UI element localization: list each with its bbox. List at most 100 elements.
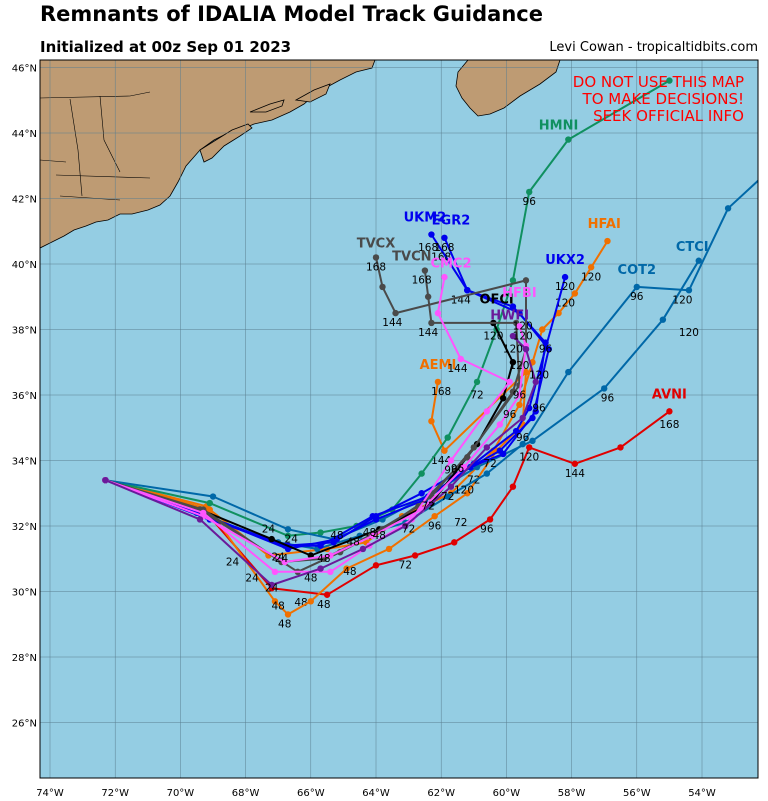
forecast-hour-label: 120: [513, 321, 533, 333]
track-point: [284, 611, 292, 618]
track-point: [209, 493, 217, 500]
forecast-hour-label: 24: [265, 583, 279, 595]
track-point: [633, 283, 640, 291]
forecast-hour-label: 120: [519, 452, 539, 464]
track-point: [539, 326, 546, 333]
track-point: [499, 395, 507, 402]
track-point: [587, 264, 595, 271]
lat-tick-label: 40°N: [12, 260, 37, 271]
forecast-hour-label: 48: [346, 537, 359, 549]
track-line: [105, 335, 537, 586]
track-point: [434, 309, 442, 317]
forecast-hour-label: 24: [272, 551, 286, 563]
forecast-hour-label: 168: [659, 419, 679, 431]
model-label: UKM2: [404, 210, 447, 225]
forecast-hour-label: 96: [480, 524, 494, 536]
forecast-hour-label: 48: [304, 573, 317, 585]
forecast-hour-label: 48: [363, 527, 376, 539]
axis-labels: 74°W 72°W 70°W 68°W 66°W 64°W 62°W 60°W 58°W 56°W…: [12, 64, 716, 800]
model-label: HFAI: [588, 217, 621, 232]
forecast-hour-label: 120: [555, 281, 575, 293]
track-point: [457, 355, 464, 363]
track-point: [411, 552, 419, 559]
track-point: [424, 293, 432, 300]
track-point: [369, 532, 376, 540]
track-point: [464, 454, 471, 461]
lon-tick-label: 74°W: [36, 788, 64, 799]
track-point: [447, 483, 455, 490]
track-point: [604, 237, 611, 245]
forecast-hour-label: 120: [555, 298, 575, 310]
lon-tick-label: 60°W: [493, 788, 521, 799]
track-point: [343, 565, 350, 572]
forecast-hour-label: 168: [412, 275, 432, 287]
map-frame: [39, 59, 759, 779]
forecast-hour-label: 96: [601, 393, 615, 405]
lat-tick-label: 30°N: [12, 588, 37, 599]
track-point: [372, 512, 380, 520]
track-point: [284, 532, 292, 540]
track-point: [509, 303, 517, 310]
track-point: [519, 414, 526, 422]
track-point: [431, 512, 438, 520]
track-point: [464, 490, 471, 497]
lon-tick-label: 70°W: [167, 788, 195, 799]
init-time: Initialized at 00z Sep 01 2023: [40, 38, 292, 56]
forecast-hour-label: 120: [513, 330, 533, 342]
model-label: EGR2: [432, 214, 471, 229]
track-point: [196, 516, 204, 523]
track-point: [565, 136, 572, 143]
track-point: [206, 506, 213, 513]
model-label: AVNI: [652, 387, 687, 402]
track-line: [105, 276, 511, 573]
forecast-hour-label: 72: [399, 560, 412, 572]
forecast-hour-label: 120: [672, 294, 692, 306]
forecast-hour-label: 24: [245, 573, 259, 585]
forecast-hour-label: 72: [421, 501, 434, 513]
track-point: [483, 470, 491, 477]
lon-tick-label: 56°W: [623, 788, 651, 799]
track-egr2: 168 EGR2: [102, 214, 549, 553]
track-point: [695, 257, 702, 264]
track-point: [441, 447, 448, 454]
track-point: [486, 516, 494, 523]
track-point: [268, 581, 275, 589]
track-point: [509, 277, 517, 284]
forecast-hour-label: 144: [418, 327, 438, 339]
track-point: [359, 545, 367, 553]
track-point: [451, 539, 458, 546]
forecast-hour-label: 120: [454, 484, 474, 496]
track-point: [428, 319, 435, 327]
forecast-hour-label: 120: [509, 360, 529, 372]
model-label: HMNI: [539, 119, 579, 134]
track-point: [666, 77, 673, 84]
track-point: [499, 450, 507, 458]
track-point: [434, 378, 442, 386]
model-label: TVCX: [357, 237, 396, 252]
forecast-hour-label: 24: [262, 524, 276, 536]
track-point: [323, 591, 331, 598]
track-point: [532, 408, 539, 415]
forecast-hour-label: 168: [431, 252, 451, 264]
forecast-hour-label: 168: [431, 386, 451, 398]
forecast-hour-label: 96: [444, 465, 458, 477]
forecast-hour-label: 120: [483, 330, 503, 342]
track-point: [571, 460, 579, 467]
track-point: [372, 254, 380, 261]
track-point: [372, 562, 380, 569]
borders: [40, 91, 151, 201]
forecast-hour-label: 168: [434, 242, 454, 254]
track-point: [268, 535, 275, 543]
track-point: [441, 273, 448, 281]
track-point: [506, 378, 513, 386]
track-point: [428, 418, 435, 425]
lat-tick-label: 32°N: [12, 522, 37, 533]
track-point: [561, 273, 569, 281]
lon-tick-label: 72°W: [101, 788, 129, 799]
track-point: [516, 391, 523, 399]
model-label: CMC2: [430, 256, 471, 271]
forecast-hour-label: 120: [503, 343, 523, 355]
track-point: [441, 234, 448, 241]
